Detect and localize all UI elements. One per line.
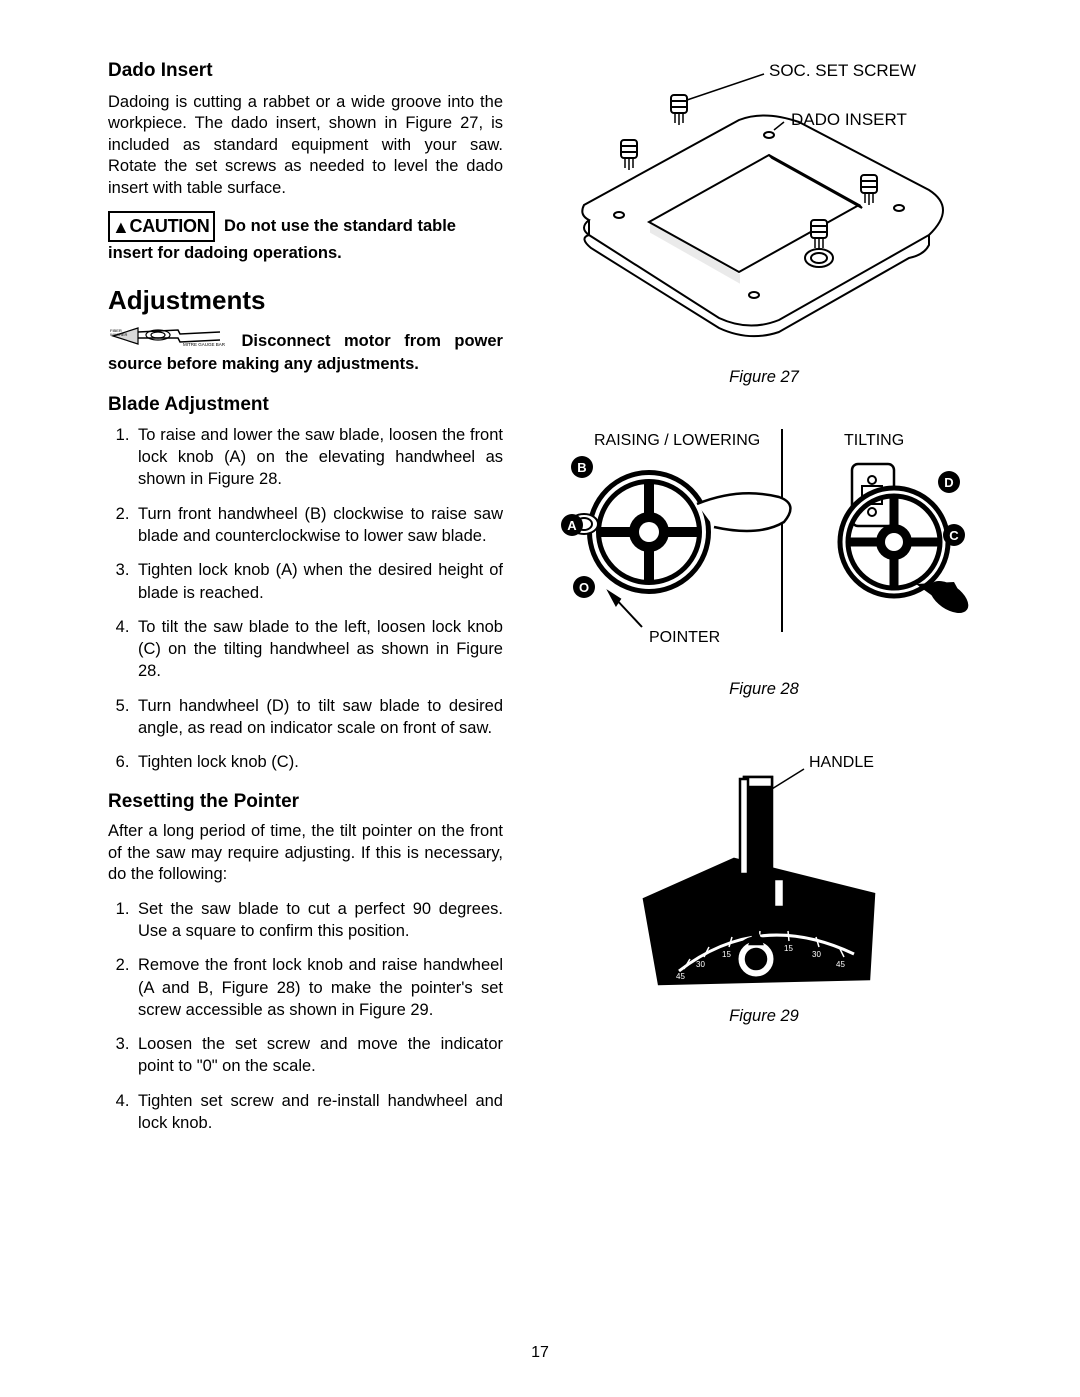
pointer-step: Set the saw blade to cut a perfect 90 de… [134,898,503,943]
fig27-label-insert: DADO INSERT [791,110,907,129]
figure-28: RAISING / LOWERING TILTING [543,427,985,699]
fig28-label-pointer: POINTER [649,629,720,646]
svg-text:O: O [579,580,589,595]
pointer-step: Loosen the set screw and move the indica… [134,1033,503,1078]
figure-29: HANDLE [543,749,985,1026]
figure-27: SOC. SET SCREW DADO INSERT Figure 27 [543,60,985,387]
blade-step: Turn front handwheel (B) clockwise to ra… [134,503,503,548]
svg-text:30: 30 [812,950,821,959]
blade-step: To tilt the saw blade to the left, loose… [134,616,503,683]
svg-text:45: 45 [836,960,845,969]
figure-29-caption: Figure 29 [543,1007,985,1026]
blade-heading: Blade Adjustment [108,394,503,416]
figure-27-caption: Figure 27 [543,368,985,387]
blade-step: Tighten lock knob (C). [134,751,503,773]
svg-text:MITRE GAUGE BAR: MITRE GAUGE BAR [183,342,226,347]
fig29-label-handle: HANDLE [809,754,874,771]
warning-icon: FIBER WASHER MITRE GAUGE BAR [108,322,228,352]
blade-steps: To raise and lower the saw blade, loosen… [108,424,503,773]
dado-paragraph: Dadoing is cutting a rabbet or a wide gr… [108,92,503,199]
blade-step: To raise and lower the saw blade, loosen… [134,424,503,491]
blade-step: Turn handwheel (D) to tilt saw blade to … [134,695,503,740]
svg-text:WASHER: WASHER [110,332,128,337]
svg-text:D: D [944,475,953,490]
pointer-step: Remove the front lock knob and raise han… [134,954,503,1021]
svg-text:15: 15 [722,950,731,959]
svg-text:B: B [577,460,586,475]
caution-block: ▲CAUTION Do not use the standard table i… [108,211,503,265]
figure-28-caption: Figure 28 [543,680,985,699]
blade-step: Tighten lock knob (A) when the desired h… [134,559,503,604]
dado-heading: Dado Insert [108,60,503,82]
page-number: 17 [0,1344,1080,1362]
svg-text:A: A [567,518,577,533]
svg-text:15: 15 [784,944,793,953]
fig28-label-tilt: TILTING [844,432,904,449]
svg-text:C: C [949,528,959,543]
warning-triangle-icon: ▲ [112,217,130,237]
pointer-intro: After a long period of time, the tilt po… [108,821,503,885]
warning-block: FIBER WASHER MITRE GAUGE BAR Disconnect … [108,322,503,376]
pointer-step: Tighten set screw and re-install handwhe… [134,1090,503,1135]
svg-text:45: 45 [676,972,685,981]
svg-text:30: 30 [696,960,705,969]
adjustments-heading: Adjustments [108,285,503,316]
pointer-steps: Set the saw blade to cut a perfect 90 de… [108,898,503,1134]
fig28-label-raise: RAISING / LOWERING [594,432,760,449]
caution-label-box: ▲CAUTION [108,211,215,242]
pointer-heading: Resetting the Pointer [108,791,503,813]
fig27-label-screw: SOC. SET SCREW [769,61,916,80]
